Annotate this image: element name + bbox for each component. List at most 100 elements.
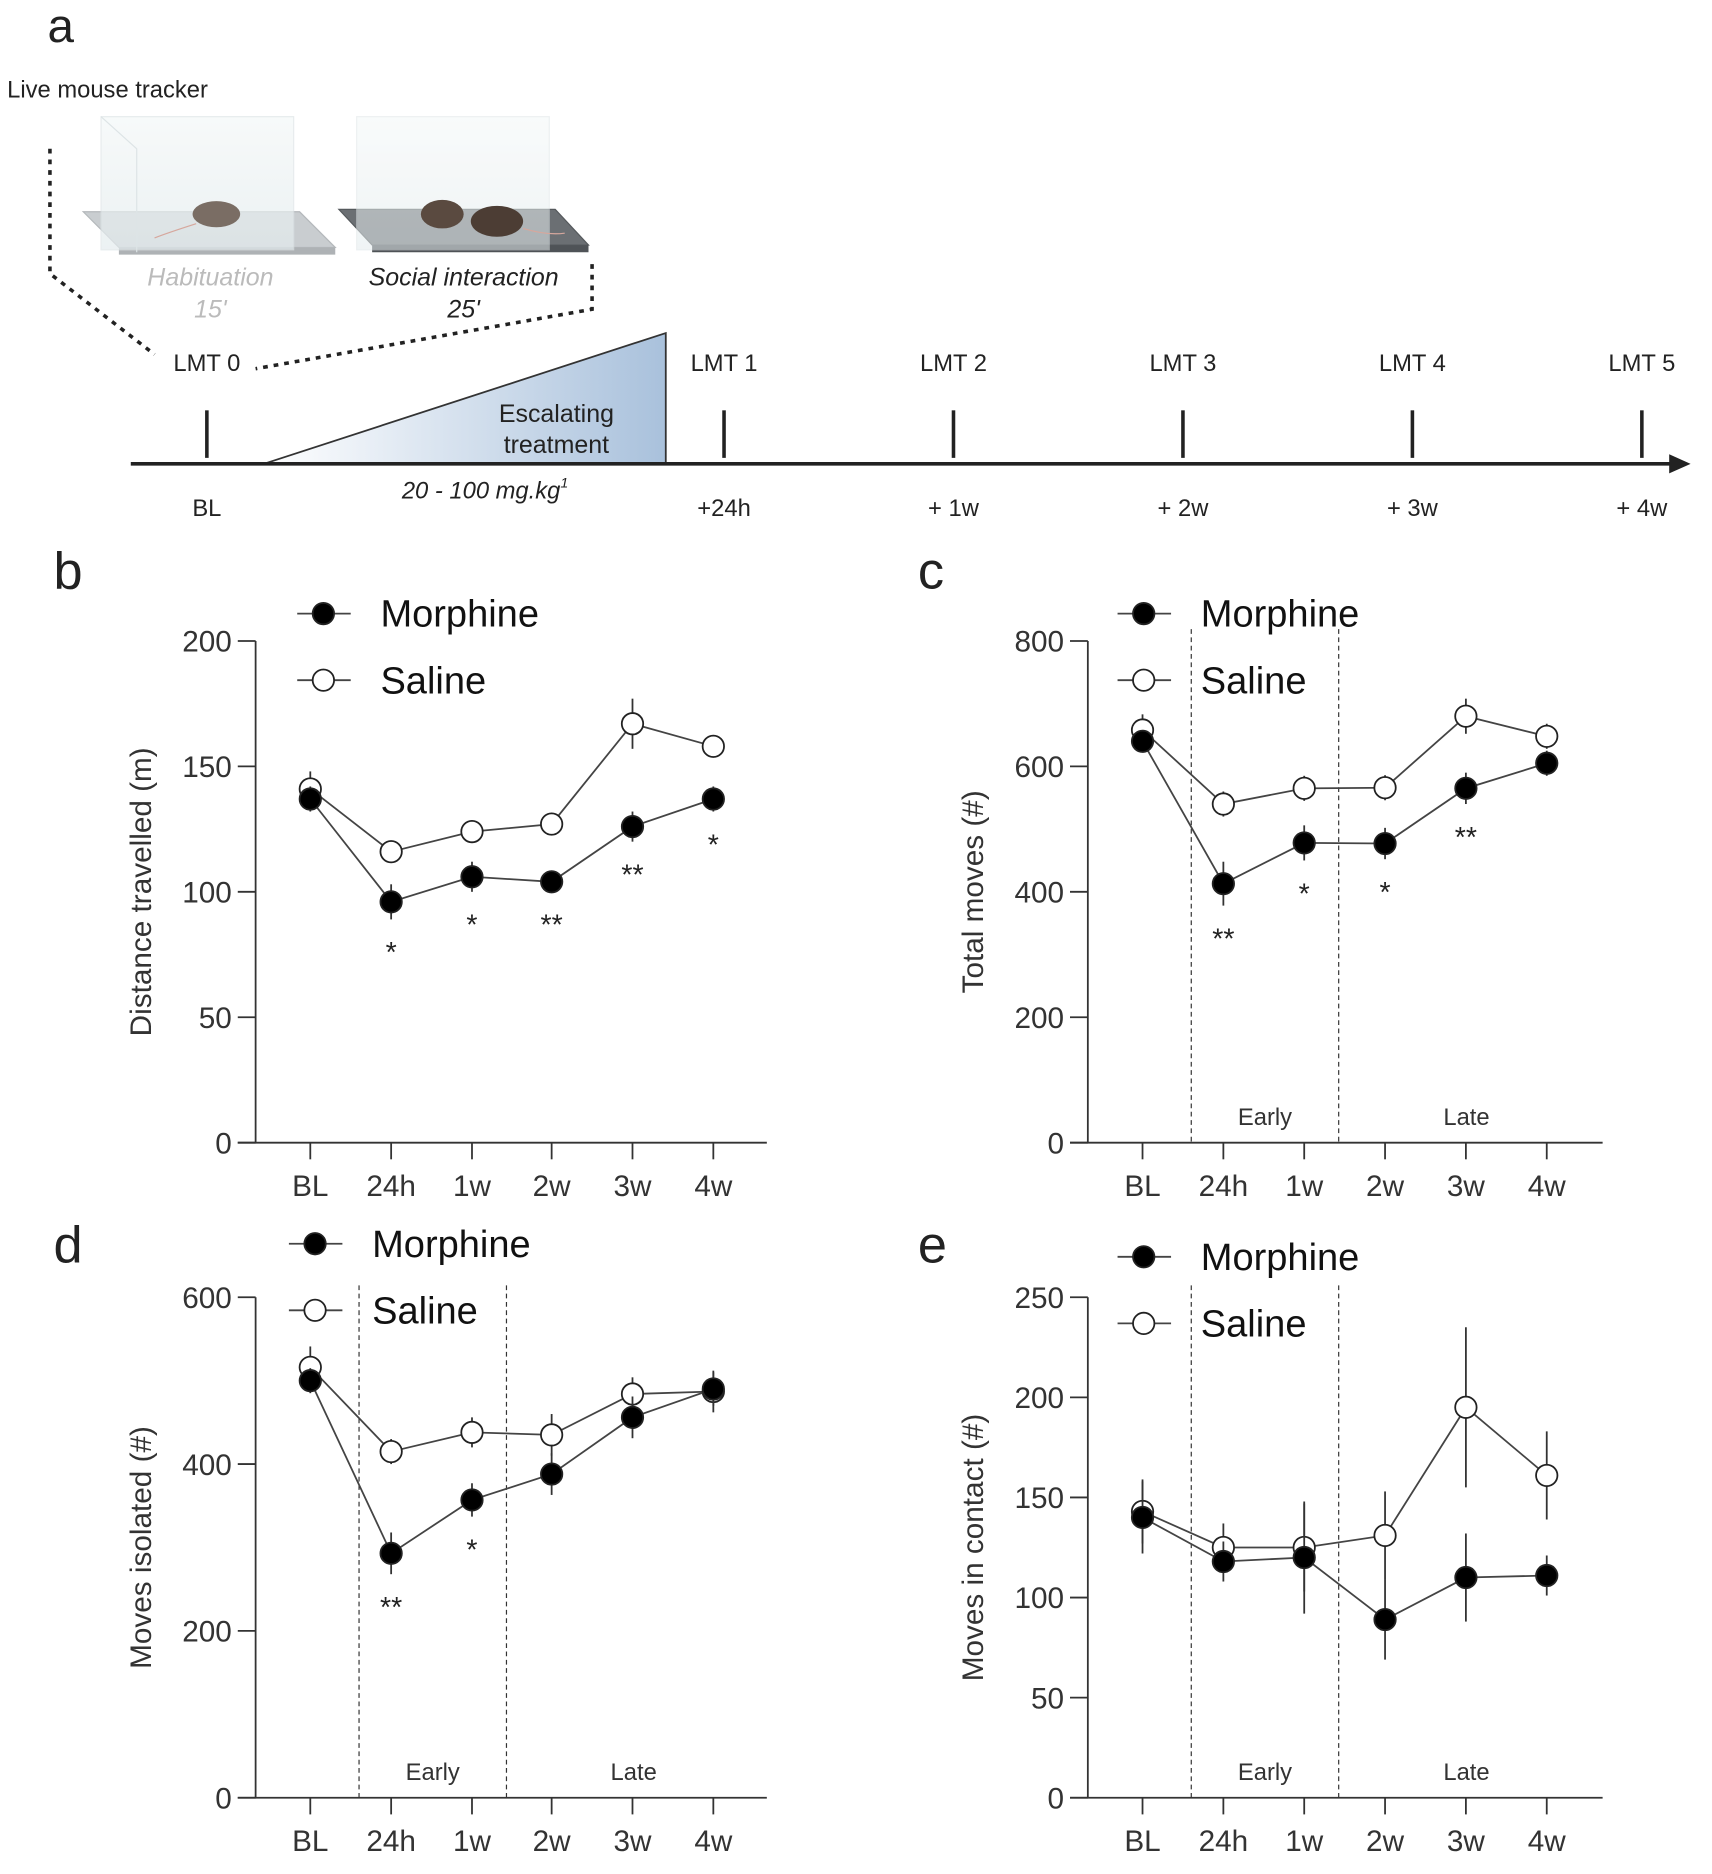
legend-marker: [303, 1298, 327, 1322]
x-tick-label: 4w: [694, 1170, 733, 1203]
period-label-early: Early: [1238, 1104, 1292, 1131]
data-point: [1373, 1523, 1397, 1548]
data-point: [540, 870, 564, 894]
legend-label: Saline: [380, 660, 486, 702]
x-tick-label: BL: [1124, 1825, 1160, 1858]
y-tick-label: 150: [1014, 1482, 1064, 1515]
habituation-cage-illustration: [81, 116, 337, 255]
significance-marker: **: [380, 1592, 402, 1624]
mouse-icon: [420, 199, 464, 229]
series-line: [309, 722, 714, 853]
y-tick-label: 200: [182, 1616, 232, 1649]
data-point: [460, 820, 484, 844]
x-tick-label: 2w: [533, 1825, 572, 1858]
x-tick-label: 2w: [1366, 1170, 1405, 1203]
data-point: [298, 1369, 322, 1393]
y-tick-label: 200: [1014, 1382, 1064, 1415]
series-saline: [1130, 698, 1559, 817]
significance-marker: *: [386, 937, 397, 969]
data-point: [379, 840, 403, 864]
data-point: [1211, 792, 1235, 816]
time-label: +24h: [697, 495, 751, 522]
y-tick-label: 400: [182, 1449, 232, 1482]
y-tick-label: 0: [215, 1782, 232, 1815]
data-point: [1130, 729, 1155, 753]
series-morphine: [298, 786, 725, 920]
x-tick-label: BL: [292, 1170, 328, 1203]
series-line: [309, 1366, 714, 1453]
x-tick-label: 2w: [533, 1170, 572, 1203]
data-point: [1373, 776, 1397, 800]
data-point: [1535, 1563, 1559, 1588]
series-line: [1142, 1516, 1547, 1621]
x-tick-label: BL: [292, 1825, 328, 1858]
legend-label: Saline: [1201, 1303, 1307, 1345]
legend-marker: [1132, 1245, 1156, 1269]
x-tick-label: 3w: [613, 1825, 652, 1858]
habituation-duration: 15': [194, 296, 228, 324]
y-tick-label: 150: [182, 751, 232, 784]
legend-marker: [311, 602, 335, 626]
data-point: [1535, 751, 1559, 775]
x-tick-label: 4w: [1528, 1170, 1567, 1203]
data-point: [1454, 704, 1478, 728]
significance-marker: **: [541, 910, 563, 942]
x-tick-label: 24h: [1199, 1170, 1249, 1203]
y-axis-label: Total moves (#): [957, 790, 990, 993]
legend-marker: [1132, 668, 1156, 692]
y-tick-label: 50: [1031, 1682, 1064, 1715]
data-point: [620, 712, 645, 736]
legend-marker: [311, 668, 335, 692]
data-point: [1130, 1505, 1155, 1530]
mouse-icon: [192, 201, 241, 228]
y-tick-label: 0: [1048, 1127, 1065, 1160]
significance-marker: *: [708, 829, 719, 861]
x-tick-label: BL: [1124, 1170, 1160, 1203]
session-label: LMT 3: [1149, 350, 1216, 377]
x-tick-label: 1w: [1285, 1170, 1324, 1203]
x-tick-label: 3w: [1447, 1170, 1486, 1203]
data-point: [540, 812, 564, 836]
series-saline: [1130, 1327, 1559, 1592]
significance-marker: *: [466, 1534, 477, 1566]
significance-marker: *: [1299, 878, 1310, 910]
period-label-late: Late: [611, 1759, 657, 1786]
data-point: [1535, 1463, 1559, 1488]
legend-marker: [303, 1232, 327, 1256]
arrow-right-icon: [1669, 454, 1691, 474]
legend-label: Morphine: [380, 594, 539, 636]
schematic-title: Live mouse tracker: [7, 77, 208, 104]
panel-letter-e: e: [918, 1217, 947, 1275]
y-tick-label: 800: [1014, 626, 1064, 659]
legend-label: Morphine: [1201, 1237, 1360, 1279]
data-point: [620, 1405, 645, 1429]
data-point: [1373, 831, 1397, 856]
social-interaction-cage-illustration: [337, 116, 590, 253]
session-label: LMT 2: [920, 350, 987, 377]
data-point: [379, 1439, 403, 1464]
data-point: [540, 1423, 564, 1447]
series-morphine: [1130, 1481, 1559, 1660]
panel-a-schematic: a Live mouse tracker Habituation 15' Soc…: [7, 0, 1691, 522]
time-label: + 4w: [1616, 495, 1668, 522]
x-tick-label: 4w: [1528, 1825, 1567, 1858]
panel-letter-b: b: [54, 543, 83, 601]
y-tick-label: 400: [1014, 877, 1064, 910]
session-label: LMT 1: [691, 350, 758, 377]
data-point: [1211, 1549, 1235, 1574]
period-label-late: Late: [1443, 1759, 1489, 1786]
series-morphine: [1130, 729, 1559, 906]
series-line: [1141, 715, 1547, 805]
mouse-icon: [470, 205, 524, 237]
legend-marker: [1132, 602, 1156, 626]
social-label: Social interaction: [369, 263, 559, 291]
time-label: + 2w: [1158, 495, 1210, 522]
series-saline: [298, 1346, 725, 1465]
social-duration: 25': [446, 296, 481, 324]
data-point: [1454, 1565, 1478, 1590]
series-line: [309, 1380, 714, 1555]
x-tick-label: 2w: [1366, 1825, 1405, 1858]
x-tick-label: 3w: [1447, 1825, 1486, 1858]
legend-label: Saline: [372, 1290, 478, 1332]
